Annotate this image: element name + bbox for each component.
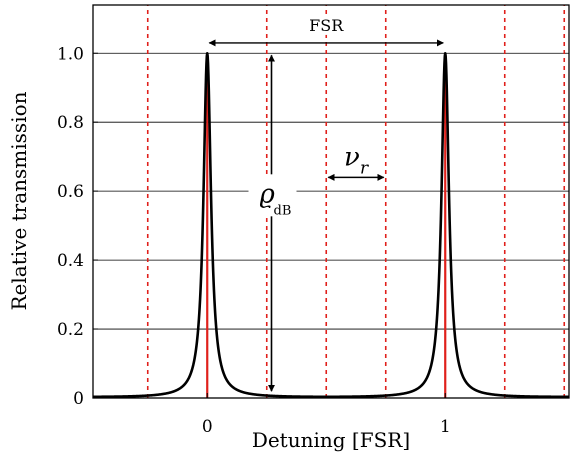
annotations: FSR ϱdB ν r [208,16,444,392]
y-tick-label-5: 1.0 [57,44,84,64]
fsr-label: FSR [309,16,344,35]
y-axis-label: Relative transmission [7,91,31,310]
transmission-curve [93,51,569,398]
y-tick-label-0: 0 [73,389,84,409]
contrast-subscript: dB [274,203,292,218]
transmission-curve-group [93,51,569,398]
mode-lines [146,5,566,398]
plot-frame [92,4,570,399]
x-tick-label-1: 1 [440,417,451,437]
grid-lines [93,52,569,330]
y-tick-label-4: 0.8 [57,113,84,133]
x-tick-label-0: 0 [202,417,213,437]
x-axis-label: Detuning [FSR] [252,428,410,452]
nu-r-symbol: ν [344,142,360,172]
fsr-label-bg [302,16,351,35]
contrast-symbol: ϱ [260,179,276,209]
contrast-label-bg [248,174,297,217]
y-axis-ticks: 0 0.2 0.4 0.6 0.8 1.0 [57,44,98,409]
y-tick-label-3: 0.6 [57,182,84,202]
y-tick-label-2: 0.4 [57,251,84,271]
y-tick-label-1: 0.2 [57,320,84,340]
nu-r-subscript: r [360,158,369,178]
